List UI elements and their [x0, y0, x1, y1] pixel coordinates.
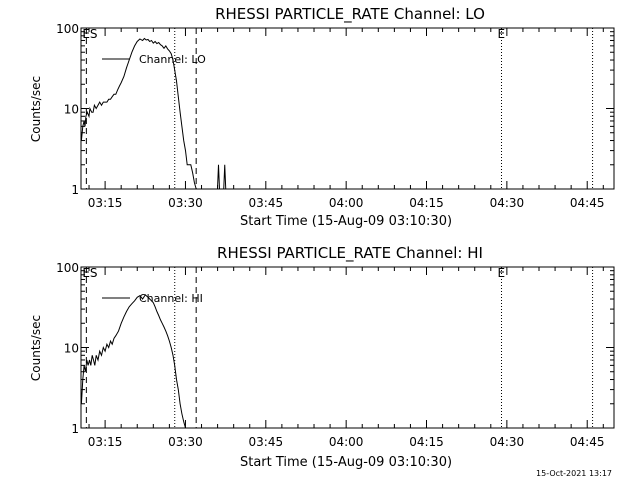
marker-label: E	[498, 266, 506, 280]
x-axis-label: Start Time (15-Aug-09 03:10:30)	[240, 214, 452, 229]
y-tick-label: 100	[56, 22, 79, 36]
x-tick-label: 04:30	[490, 196, 525, 210]
y-axis-label: Counts/sec	[29, 315, 43, 381]
y-axis-label: Counts/sec	[29, 76, 43, 142]
marker-label: ES	[82, 27, 97, 41]
x-tick-label: 04:30	[490, 435, 525, 449]
chart-title: RHESSI PARTICLE_RATE Channel: LO	[215, 5, 485, 24]
x-tick-label: 03:45	[249, 196, 284, 210]
x-tick-label: 04:15	[409, 435, 444, 449]
y-tick-label: 1	[71, 422, 79, 436]
chart-title: RHESSI PARTICLE_RATE Channel: HI	[217, 244, 483, 263]
x-tick-label: 04:45	[570, 435, 605, 449]
x-tick-label: 04:00	[329, 435, 364, 449]
panel-lo: RHESSI PARTICLE_RATE Channel: LO Counts/…	[29, 5, 615, 229]
x-tick-label: 03:15	[88, 196, 123, 210]
x-tick-label: 04:00	[329, 196, 364, 210]
x-tick-label: 03:15	[88, 435, 123, 449]
marker-label: ES	[82, 266, 97, 280]
legend-label: Channel: HI	[139, 292, 203, 305]
y-tick-label: 10	[64, 342, 79, 356]
x-tick-label: 03:45	[249, 435, 284, 449]
x-axis-label: Start Time (15-Aug-09 03:10:30)	[240, 455, 452, 470]
x-tick-label: 04:15	[409, 196, 444, 210]
y-tick-label: 10	[64, 103, 79, 117]
data-spike	[216, 164, 220, 190]
x-tick-label: 03:30	[168, 435, 203, 449]
data-spike	[223, 164, 227, 190]
panel-hi: RHESSI PARTICLE_RATE Channel: HI Counts/…	[29, 244, 615, 470]
marker-label: E	[498, 27, 506, 41]
data-series-line	[80, 294, 186, 429]
x-tick-label: 04:45	[570, 196, 605, 210]
y-tick-label: 100	[56, 261, 79, 275]
data-series-line	[80, 37, 197, 190]
x-tick-label: 03:30	[168, 196, 203, 210]
footer-timestamp: 15-Oct-2021 13:17	[536, 469, 612, 478]
y-tick-label: 1	[71, 183, 79, 197]
